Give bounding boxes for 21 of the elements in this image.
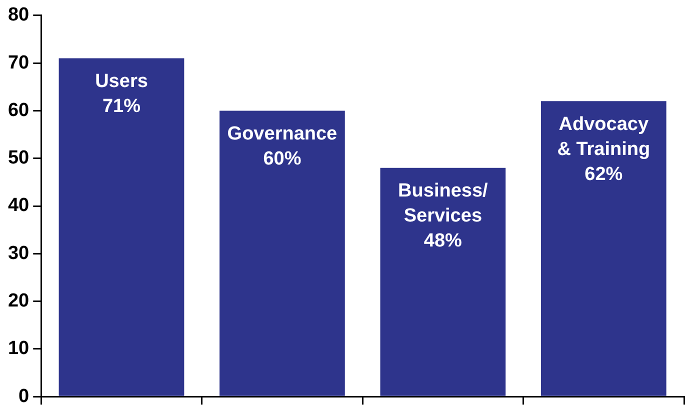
- y-tick-label: 0: [18, 386, 30, 407]
- data-label: 62%: [584, 164, 623, 185]
- y-tick-label: 60: [8, 100, 30, 121]
- y-tick-label: 20: [8, 290, 30, 312]
- x-tick-label: Advocacy & Training: [557, 114, 650, 160]
- x-tick-label: Business/ Services: [398, 180, 489, 227]
- y-tick-label: 10: [8, 338, 30, 360]
- y-tick-label: 30: [8, 242, 30, 264]
- data-label: 71%: [102, 96, 141, 118]
- bar: [58, 58, 184, 396]
- bar: [220, 110, 345, 396]
- y-tick-label: 70: [8, 52, 30, 74]
- data-label: 48%: [424, 230, 462, 252]
- y-tick-label: 40: [8, 195, 30, 216]
- data-label: 60%: [263, 148, 302, 170]
- x-tick-label: Governance: [227, 123, 338, 144]
- y-tick-label: 50: [8, 148, 30, 169]
- bar: [380, 168, 506, 396]
- y-tick-label: 80: [8, 4, 30, 26]
- bar: [540, 101, 666, 396]
- x-tick-label: Users: [95, 71, 148, 92]
